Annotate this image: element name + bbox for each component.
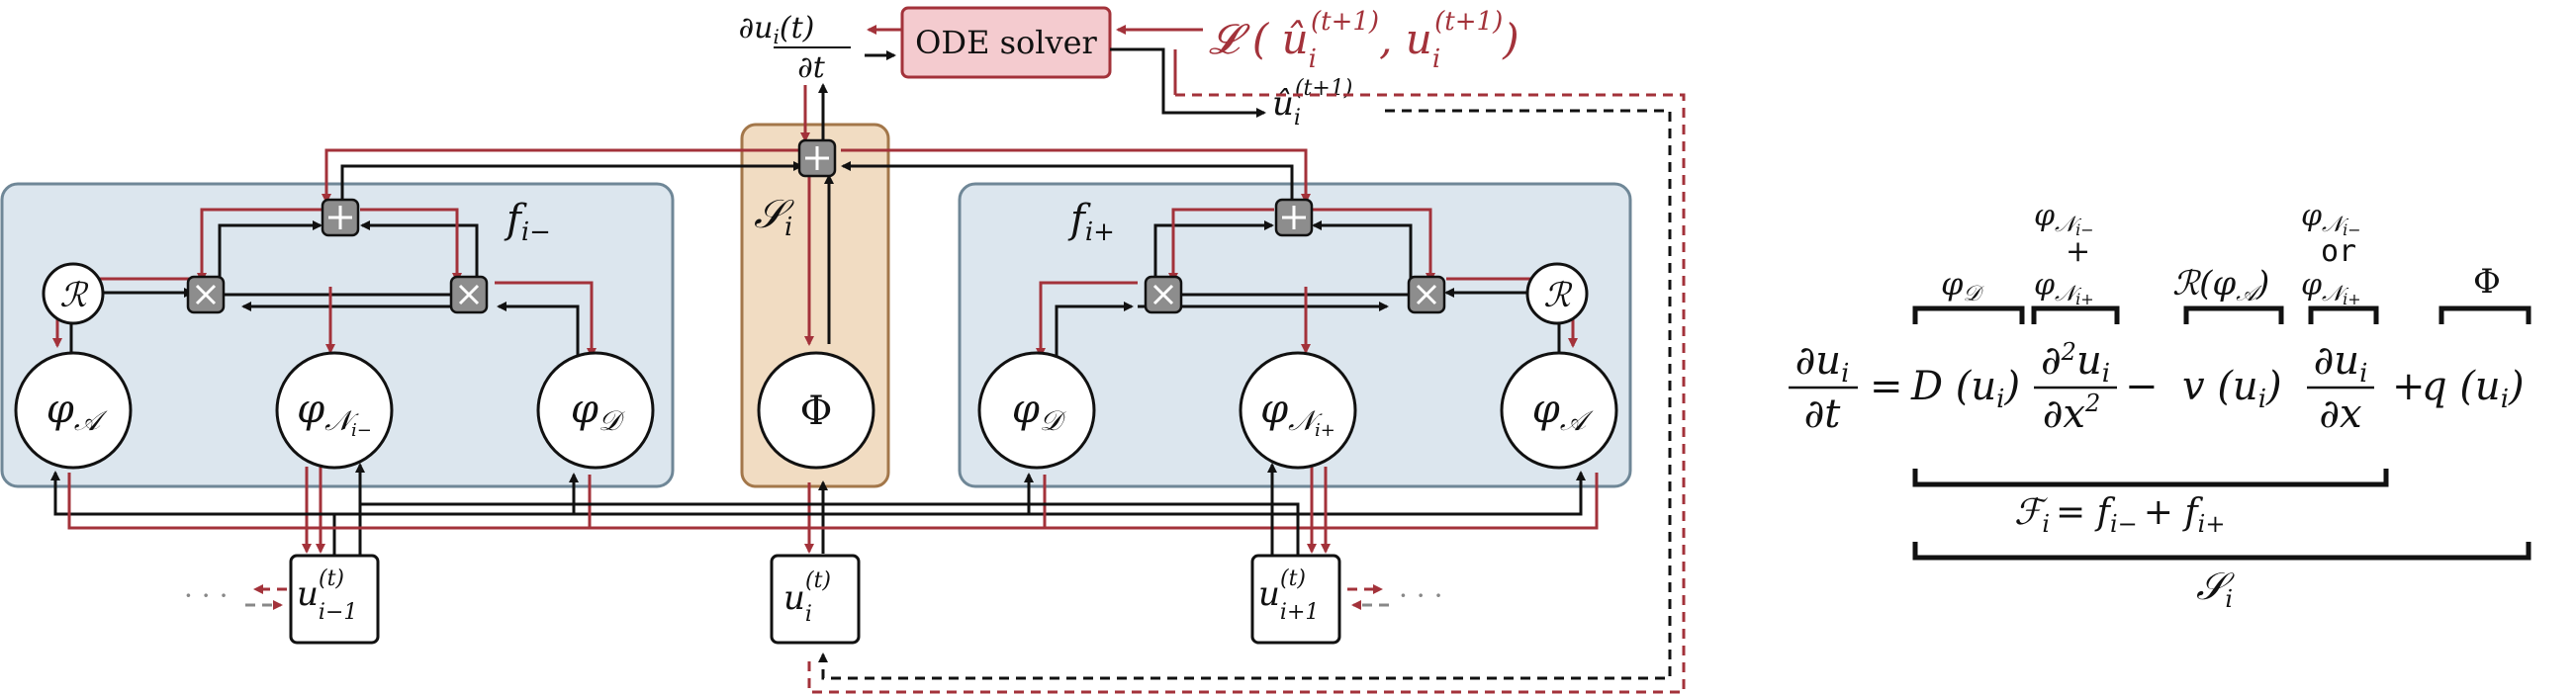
svg-text:φ𝒩i+: φ𝒩i+ bbox=[2034, 268, 2094, 308]
svg-text:(t): (t) bbox=[805, 568, 831, 593]
svg-text:∂t: ∂t bbox=[797, 50, 826, 85]
svg-text:φ𝒩i+: φ𝒩i+ bbox=[1260, 387, 1335, 441]
svg-text:𝓛 ( ûi(t+1), ui(t+1)): 𝓛 ( ûi(t+1), ui(t+1)) bbox=[1209, 7, 1519, 74]
svg-text:ℱi= fi−+ fi+: ℱi = fi− + fi+ bbox=[2014, 492, 2225, 538]
ellipsis-right: · · · bbox=[1399, 579, 1443, 612]
mult-node-right-2 bbox=[1407, 275, 1446, 314]
output-label: ûi(t+1) bbox=[1272, 76, 1352, 130]
dudt-label: ∂ui(t) ∂t bbox=[739, 11, 851, 85]
equation-brackets bbox=[1912, 305, 2531, 561]
sum-node-left bbox=[321, 198, 360, 237]
svg-text:−: − bbox=[2125, 364, 2159, 409]
svg-text:Φ: Φ bbox=[2473, 262, 2501, 302]
svg-text:∂t: ∂t bbox=[1804, 392, 1842, 437]
ode-solver-label: ODE solver bbox=[915, 24, 1097, 61]
phi-A-node-right: φ𝒜 bbox=[1500, 351, 1618, 470]
svg-text:+: + bbox=[2392, 364, 2426, 409]
svg-text:ℛ: ℛ bbox=[1543, 276, 1573, 315]
svg-text:ui−1: ui−1 bbox=[297, 574, 357, 625]
mult-node-right-1 bbox=[1144, 275, 1183, 314]
svg-text:ℛ(φ𝒜): ℛ(φ𝒜) bbox=[2172, 264, 2269, 306]
svg-text:ûi(t+1): ûi(t+1) bbox=[1272, 76, 1352, 130]
svg-text:φ𝒟: φ𝒟 bbox=[1941, 265, 1984, 306]
svg-text:∂x2: ∂x2 bbox=[2043, 390, 2101, 437]
svg-text:φ𝒩i−: φ𝒩i− bbox=[2034, 199, 2094, 239]
svg-text:φ𝒩i−: φ𝒩i− bbox=[2301, 199, 2361, 239]
svg-text:(t): (t) bbox=[319, 566, 344, 591]
phi-D-node-right: φ𝒟 bbox=[977, 351, 1096, 470]
phi-D-node-left: φ𝒟 bbox=[536, 351, 655, 470]
right-panel-label: fi+ bbox=[1067, 197, 1115, 247]
svg-text:v (ui): v (ui) bbox=[2182, 364, 2282, 414]
phi-node-center: Φ bbox=[757, 351, 875, 470]
svg-text:∂ui(t): ∂ui(t) bbox=[739, 11, 815, 48]
loss-label: 𝓛 ( ûi(t+1), ui(t+1)) bbox=[1209, 7, 1519, 74]
right-panel-fi-plus bbox=[958, 182, 1632, 488]
input-u-next: ui+1 (t) bbox=[1250, 554, 1341, 645]
svg-text:+: + bbox=[2066, 234, 2090, 269]
reaction-node-left: ℛ bbox=[42, 262, 105, 325]
svg-text:ui: ui bbox=[783, 578, 812, 627]
phi-N-node-left: φ𝒩i− bbox=[275, 351, 394, 470]
svg-text:φ𝒩i+: φ𝒩i+ bbox=[2301, 268, 2361, 308]
equation: ∂ui ∂t = D (ui) ∂2ui ∂x2 − v (ui) ∂ui ∂x… bbox=[1789, 338, 2525, 437]
mult-node-left-1 bbox=[186, 275, 226, 314]
svg-text:ui+1: ui+1 bbox=[1258, 574, 1319, 625]
svg-text:q (ui): q (ui) bbox=[2422, 364, 2525, 414]
sum-node-right bbox=[1274, 198, 1314, 237]
svg-text:Φ: Φ bbox=[800, 389, 833, 434]
phi-A-node-left: φ𝒜 bbox=[14, 351, 133, 470]
mult-node-left-2 bbox=[449, 275, 489, 314]
svg-text:=: = bbox=[1870, 364, 1903, 409]
svg-text:∂ui: ∂ui bbox=[2314, 338, 2368, 389]
svg-text:(t): (t) bbox=[1280, 566, 1306, 591]
input-u-curr: ui (t) bbox=[770, 554, 861, 645]
svg-text:φ𝒟: φ𝒟 bbox=[1012, 387, 1066, 437]
svg-text:D (ui): D (ui) bbox=[1910, 364, 2020, 414]
svg-text:ℛ: ℛ bbox=[59, 276, 89, 315]
phi-N-node-right: φ𝒩i+ bbox=[1239, 351, 1357, 470]
svg-text:∂ui: ∂ui bbox=[1795, 338, 1850, 389]
ode-solver-box bbox=[900, 6, 1112, 79]
svg-text:∂2ui: ∂2ui bbox=[2041, 338, 2110, 389]
left-panel-fi-minus bbox=[0, 182, 675, 488]
wires bbox=[50, 25, 1686, 694]
input-u-prev: ui−1 (t) bbox=[289, 554, 380, 645]
sum-node-center bbox=[797, 138, 837, 178]
reaction-node-right: ℛ bbox=[1525, 262, 1589, 325]
ellipsis-left: · · · bbox=[184, 579, 229, 612]
svg-text:𝒮i: 𝒮i bbox=[2196, 565, 2235, 613]
svg-text:or: or bbox=[2321, 234, 2356, 269]
svg-text:∂x: ∂x bbox=[2319, 392, 2361, 437]
